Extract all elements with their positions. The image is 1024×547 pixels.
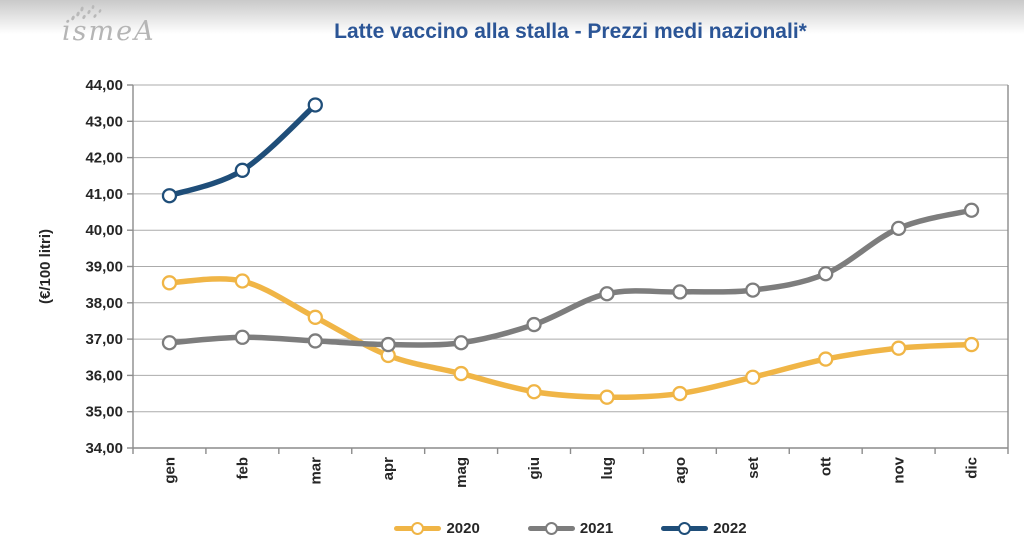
series-2020-marker-mag [453, 365, 469, 382]
legend-swatch-2020 [394, 521, 442, 535]
y-tick-label: 37,00 [85, 331, 123, 348]
legend-item-2020: 2020 [394, 519, 480, 537]
x-tick-label-feb: feb [234, 457, 251, 480]
series-2020 [161, 273, 980, 405]
series-2021-marker-ott [818, 266, 834, 282]
legend-marker-icon [678, 521, 692, 535]
series-2021-marker-gen [161, 335, 178, 351]
wheat-sprig-icon [71, 5, 102, 21]
series-2021-marker-ago [672, 284, 688, 300]
legend-label-2021: 2021 [579, 519, 614, 537]
series-2021-marker-set [745, 282, 761, 298]
legend-label-2022: 2022 [713, 519, 747, 537]
y-tick-label: 43,00 [85, 113, 123, 130]
top-gradient-band [0, 0, 1024, 34]
logo-wordmark: ismeA [62, 16, 156, 47]
series-2021-marker-feb [234, 329, 251, 345]
legend-item-2021: 2021 [527, 519, 614, 537]
legend-label-2020: 2020 [446, 519, 480, 537]
x-tick-label-apr: apr [380, 457, 397, 481]
x-tick-label-dic: dic [964, 457, 981, 479]
x-tick-label-lug: lug [599, 457, 616, 480]
y-tick-label: 44,00 [85, 77, 123, 94]
y-tick-label: 36,00 [85, 367, 123, 384]
y-tick-label: 38,00 [85, 295, 123, 312]
x-tick-label-mag: mag [453, 457, 470, 488]
series-2022-marker-gen [161, 188, 178, 204]
series-2021-marker-apr [380, 336, 396, 353]
series-2021-marker-mar [307, 333, 323, 349]
series-2020-marker-mar [307, 309, 323, 325]
series-2021-marker-mag [453, 335, 469, 351]
series-2021-marker-lug [599, 286, 615, 302]
series-2022-line [166, 102, 319, 199]
y-axis-title: (€/100 litri) [37, 229, 54, 304]
legend-marker-icon [544, 521, 558, 535]
legend-item-2022: 2022 [661, 519, 747, 537]
x-tick-label-set: set [745, 457, 762, 479]
series-2021-marker-dic [963, 202, 980, 218]
x-tick-label-ago: ago [672, 457, 689, 484]
series-2020-marker-gen [161, 275, 178, 291]
y-tick-label: 35,00 [85, 404, 123, 421]
y-tick-label: 41,00 [85, 186, 123, 203]
x-tick-label-mar: mar [307, 457, 324, 485]
series-2020-marker-set [745, 369, 761, 385]
series-2020-marker-feb [234, 273, 251, 289]
y-tick-label: 34,00 [85, 440, 123, 457]
series-2020-marker-ott [818, 351, 834, 367]
series-2020-marker-dic [963, 336, 980, 353]
x-tick-label-gen: gen [161, 457, 178, 484]
y-tick-label: 40,00 [85, 222, 123, 239]
series-2021-marker-giu [526, 316, 542, 333]
x-tick-label-nov: nov [891, 456, 908, 483]
series-2021-marker-nov [890, 220, 907, 237]
series-2021 [161, 202, 980, 353]
series-2020-marker-nov [890, 340, 907, 356]
chart-title: Latte vaccino alla stalla - Prezzi medi … [334, 20, 807, 43]
series-2020-marker-lug [599, 389, 615, 405]
x-tick-label-giu: giu [526, 457, 543, 480]
legend-marker-icon [411, 521, 425, 535]
legend-swatch-2021 [527, 521, 575, 535]
x-tick-label-ott: ott [818, 457, 835, 476]
chart-legend: 2020 2021 2022 [133, 514, 1008, 542]
series-2020-marker-ago [672, 385, 688, 402]
y-tick-label: 39,00 [85, 259, 123, 276]
ismea-logo: ismeA [60, 4, 170, 56]
y-tick-label: 42,00 [85, 150, 123, 167]
series-2022-marker-mar [307, 97, 323, 113]
series-2020-marker-giu [526, 384, 542, 400]
series-2022-marker-feb [234, 162, 251, 178]
legend-swatch-2022 [661, 521, 709, 535]
series-2022 [161, 97, 323, 204]
milk-price-line-chart: 34,00 35,00 36,00 37,00 38,00 39,00 40,00 41,00… [37, 77, 1009, 488]
